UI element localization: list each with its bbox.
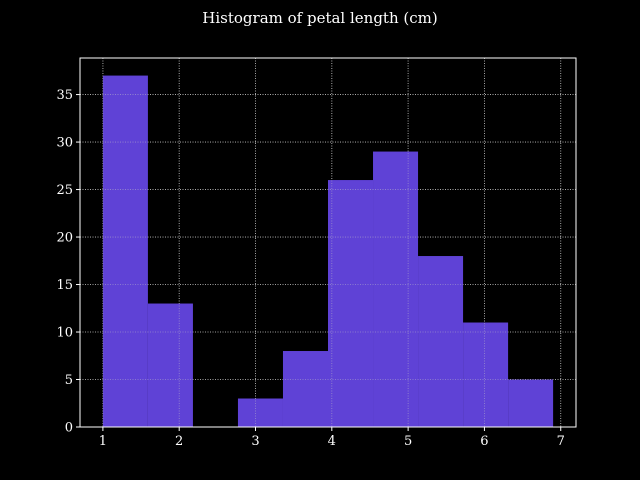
y-tick-label: 30: [56, 136, 73, 151]
y-tick-label: 0: [65, 421, 73, 436]
x-tick-label: 2: [175, 434, 183, 449]
chart-title: Histogram of petal length (cm): [202, 9, 437, 27]
y-tick-label: 10: [56, 326, 73, 341]
histogram-bar: [463, 322, 509, 427]
y-tick-label: 20: [56, 231, 73, 246]
x-tick-label: 7: [557, 434, 565, 449]
histogram-bars: [80, 58, 576, 428]
x-tick-label: 6: [480, 434, 488, 449]
histogram-bar: [418, 256, 464, 427]
y-tick-label: 25: [56, 183, 73, 198]
axes: 1 2 3 4 5 6 7 0 5 10 15 20 25 30 35: [56, 57, 577, 449]
histogram-bar: [282, 351, 328, 427]
plot-frame: [79, 57, 577, 428]
histogram-bar: [237, 398, 283, 427]
x-tick-label: 5: [404, 434, 412, 449]
x-tick-label: 3: [251, 434, 259, 449]
histogram-bar: [373, 151, 419, 428]
x-tick-label: 4: [328, 434, 336, 449]
histogram-bar: [102, 75, 148, 428]
y-tick-label: 35: [56, 88, 73, 103]
histogram-bar: [508, 379, 554, 427]
y-tick-label: 15: [56, 278, 73, 293]
histogram-bar: [328, 180, 374, 427]
x-tick-label: 1: [99, 434, 107, 449]
y-tick-label: 5: [65, 373, 73, 388]
histogram-bar: [147, 303, 193, 427]
